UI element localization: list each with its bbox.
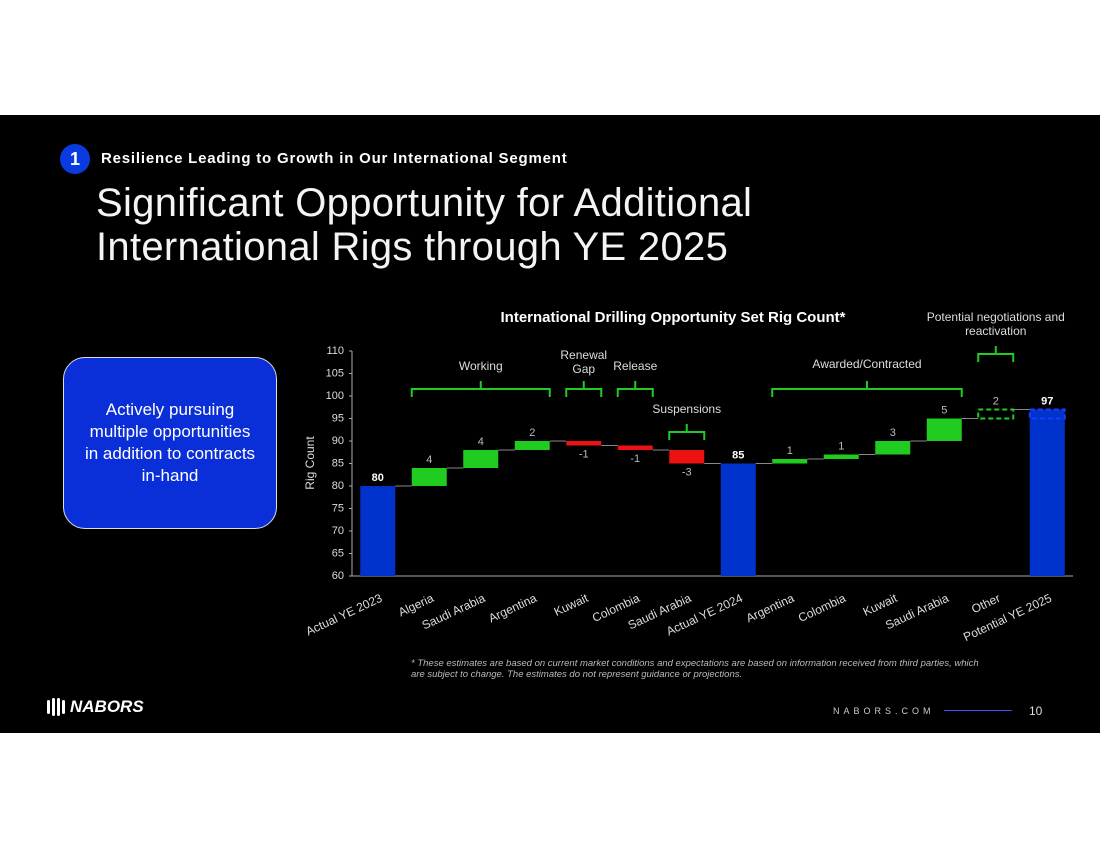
value-label: 97	[1041, 395, 1053, 407]
potential-outline	[1028, 408, 1066, 420]
x-tick-label: Actual YE 2023	[304, 591, 385, 639]
footer-rule	[944, 710, 1012, 711]
bar	[514, 441, 550, 450]
bar	[411, 468, 447, 486]
x-tick-label: Kuwait	[552, 591, 591, 619]
x-tick-label: Argentina	[486, 591, 539, 626]
bar	[875, 441, 911, 455]
bracket	[771, 381, 963, 397]
value-label: 80	[372, 472, 384, 484]
y-tick-label: 70	[332, 525, 344, 537]
bracket	[977, 346, 1015, 362]
y-tick-label: 105	[326, 367, 344, 379]
value-label: -1	[579, 448, 589, 460]
title-line: Significant Opportunity for Additional	[96, 181, 753, 225]
logo: NABORS	[70, 697, 144, 716]
value-label: 4	[426, 454, 432, 466]
bar	[669, 450, 705, 464]
bar	[360, 486, 396, 576]
value-label: 2	[993, 395, 999, 407]
y-tick-label: 95	[332, 412, 344, 424]
annotation: Release	[613, 359, 657, 373]
logo-icon	[47, 698, 65, 716]
y-tick-label: 85	[332, 457, 344, 469]
section-number: 1	[60, 144, 90, 174]
website: NABORS.COM	[833, 706, 935, 716]
annotation: Suspensions	[652, 402, 721, 416]
bar	[772, 459, 808, 464]
footnote: * These estimates are based on current m…	[411, 658, 979, 680]
bracket	[565, 381, 603, 397]
annotation: Working	[459, 359, 503, 373]
bar	[617, 445, 653, 450]
value-label: -3	[682, 466, 692, 478]
bracket	[616, 381, 654, 397]
section-title: Resilience Leading to Growth in Our Inte…	[101, 150, 568, 167]
y-tick-label: 110	[326, 345, 344, 357]
value-label: 1	[838, 440, 844, 452]
bracket	[410, 381, 551, 397]
value-label: -1	[630, 453, 640, 465]
y-tick-label: 65	[332, 547, 344, 559]
bar	[977, 408, 1015, 420]
value-label: 85	[732, 449, 744, 461]
bar	[463, 450, 499, 468]
x-tick-label: Colombia	[796, 591, 848, 625]
y-tick-label: 90	[332, 435, 344, 447]
x-tick-label: Argentina	[744, 591, 797, 626]
page-number: 10	[1029, 704, 1043, 718]
bar	[926, 418, 962, 441]
value-label: 2	[529, 427, 535, 439]
y-tick-label: 80	[332, 480, 344, 492]
bar	[720, 463, 756, 576]
bracket	[668, 424, 706, 440]
bar	[823, 454, 859, 459]
value-label: 4	[478, 436, 484, 448]
annotation: Awarded/Contracted	[812, 357, 921, 371]
value-label: 5	[941, 404, 947, 416]
x-tick-label: Potential YE 2025	[961, 591, 1054, 644]
y-axis-label: Rig Count	[303, 436, 317, 490]
value-label: 1	[787, 445, 793, 457]
annotation: Renewal Gap	[560, 348, 607, 376]
bar	[1029, 409, 1065, 576]
chart-title: International Drilling Opportunity Set R…	[501, 309, 846, 326]
y-tick-label: 100	[326, 390, 344, 402]
callout: Actively pursuing multiple opportunities…	[63, 357, 277, 529]
x-tick-label: Other	[969, 591, 1002, 616]
bar	[566, 441, 602, 446]
y-tick-label: 60	[332, 570, 344, 582]
y-tick-label: 75	[332, 502, 344, 514]
annotation: Potential negotiations and reactivation	[927, 310, 1065, 338]
title-line: International Rigs through YE 2025	[96, 225, 729, 269]
value-label: 3	[890, 427, 896, 439]
